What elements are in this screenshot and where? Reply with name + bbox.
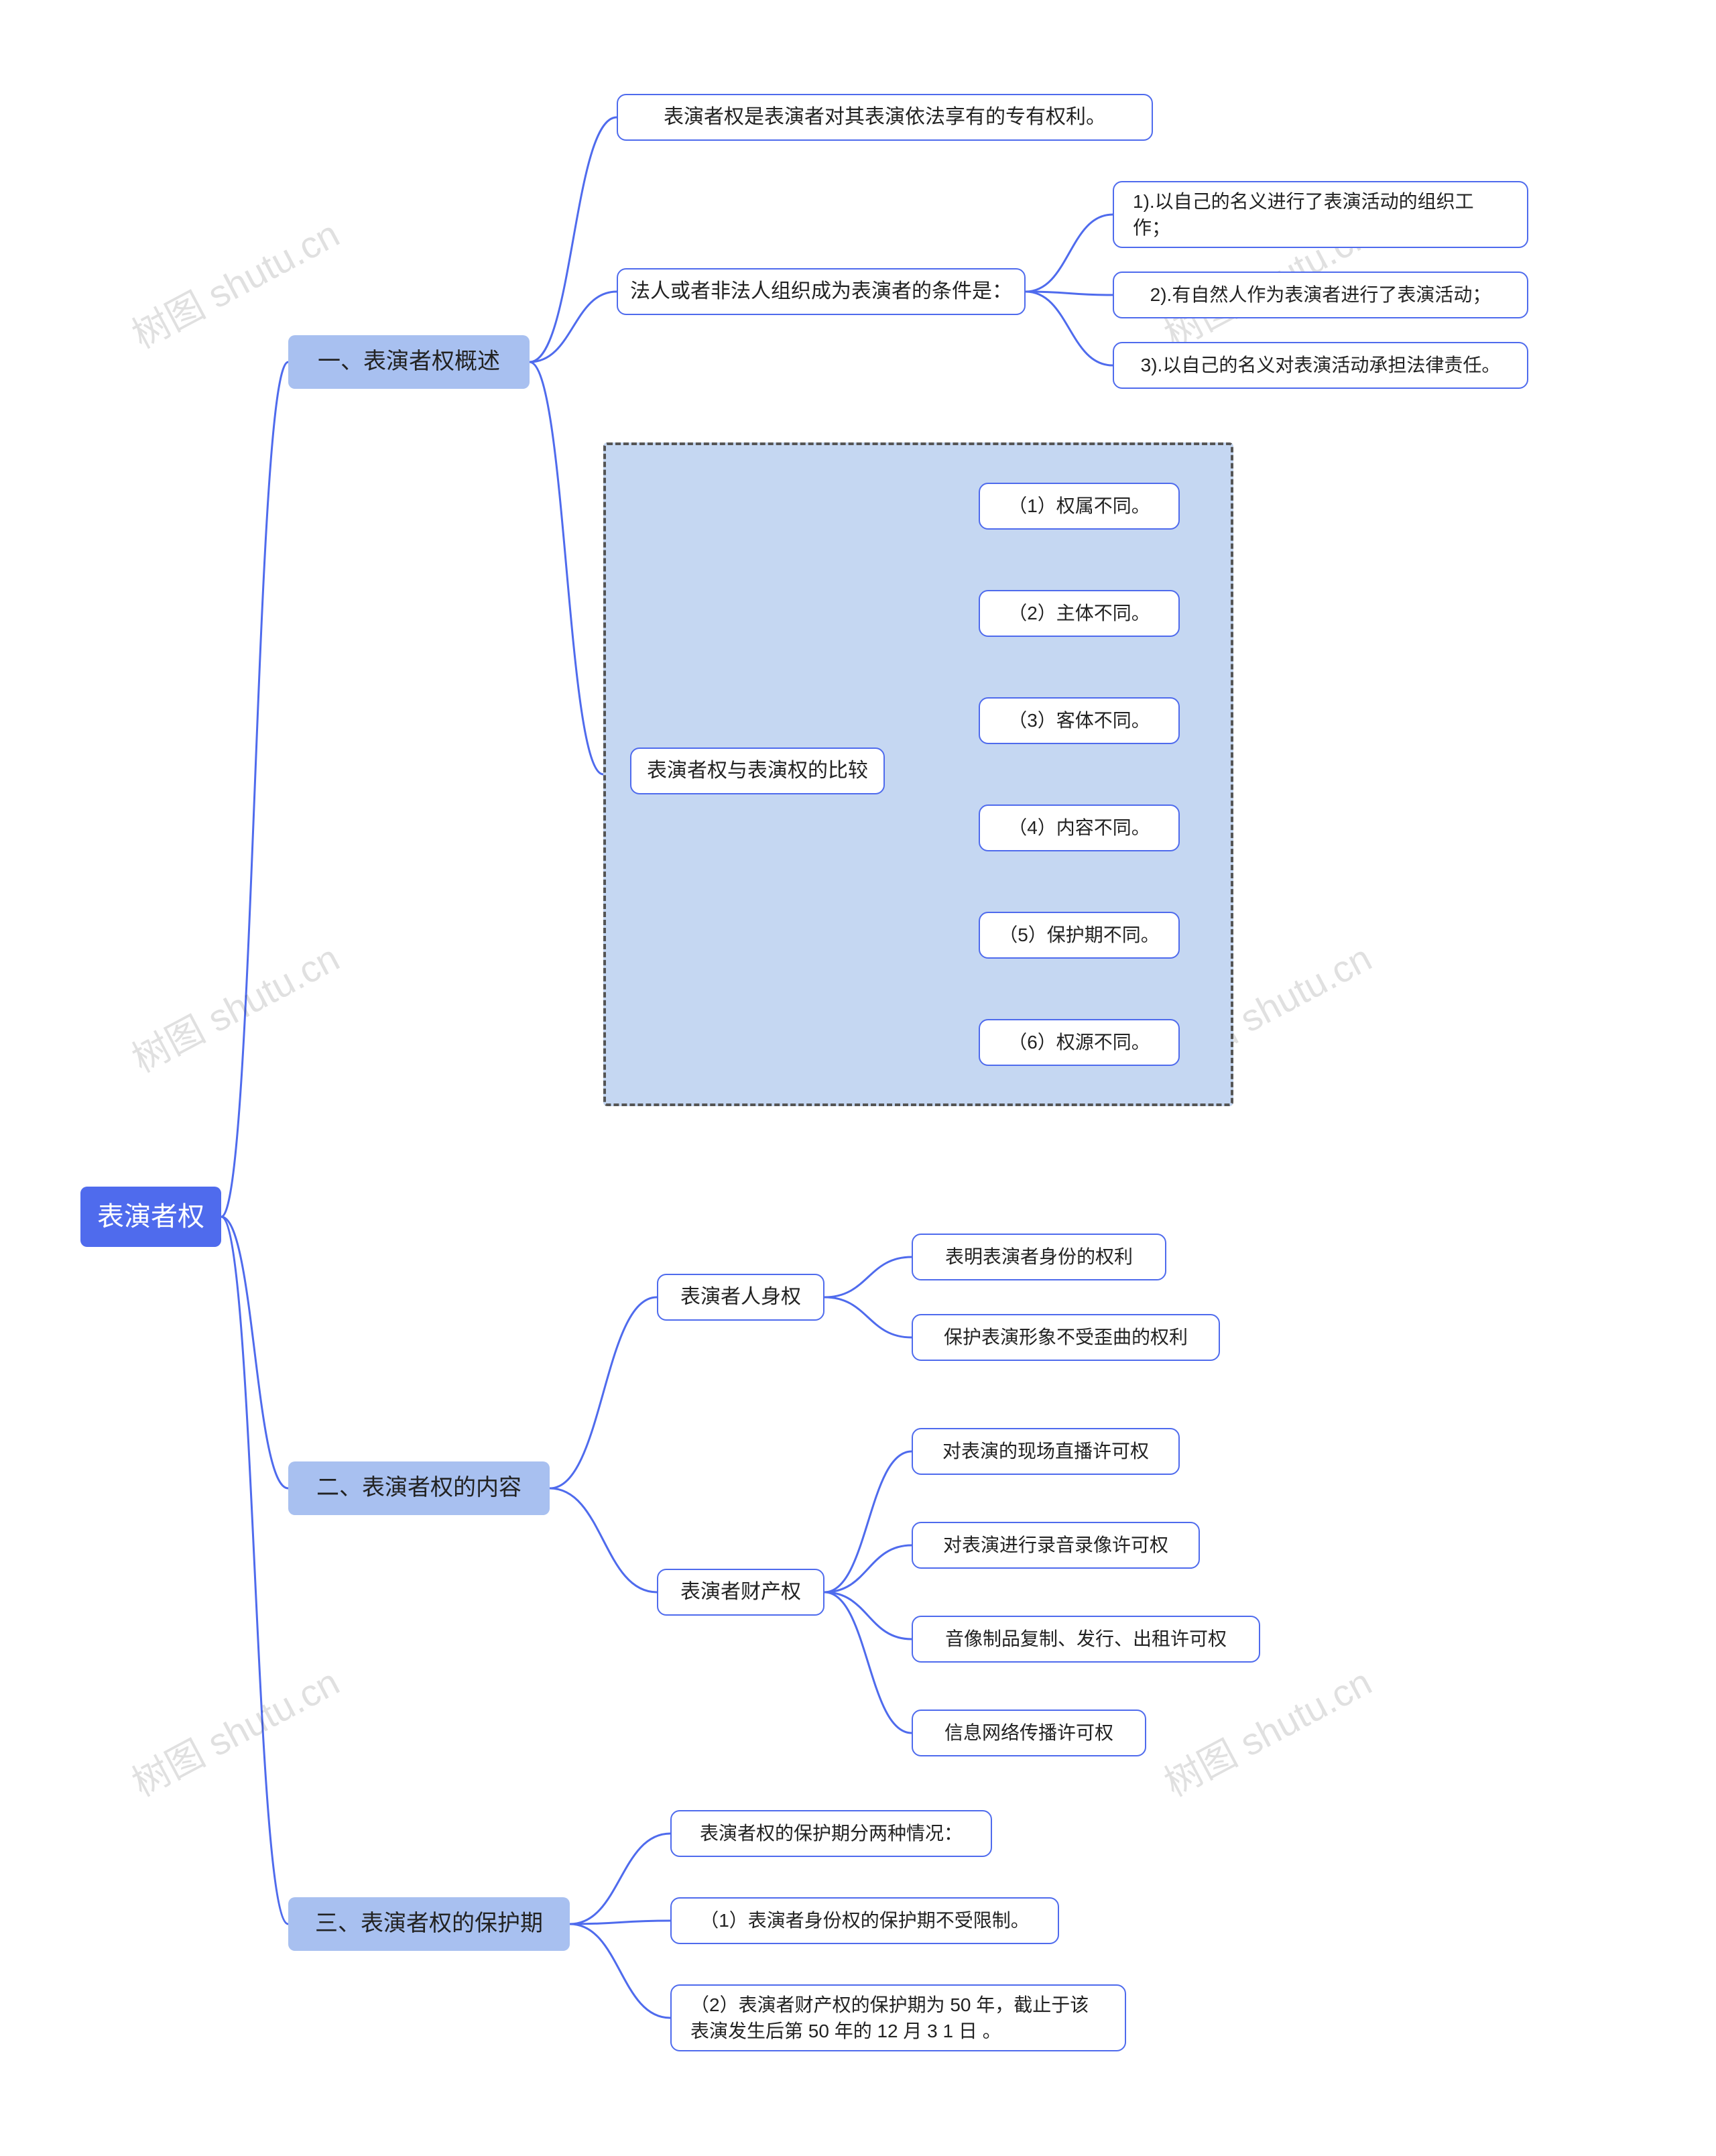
s1c-item-1[interactable]: （1）权属不同。: [979, 483, 1180, 530]
s1c-item-5[interactable]: （5）保护期不同。: [979, 912, 1180, 959]
root-node[interactable]: 表演者权: [80, 1187, 221, 1247]
section-2-node[interactable]: 二、表演者权的内容: [288, 1461, 550, 1515]
watermark: 树图 shutu.cn: [1154, 1653, 1380, 1807]
s2a-item-1[interactable]: 表明表演者身份的权利: [912, 1234, 1166, 1280]
s3-item-2[interactable]: （1）表演者身份权的保护期不受限制。: [670, 1897, 1059, 1944]
s2b-item-4[interactable]: 信息网络传播许可权: [912, 1710, 1146, 1756]
s1b-item-1[interactable]: 1).以自己的名义进行了表演活动的组织工作；: [1113, 181, 1528, 248]
s2a-node[interactable]: 表演者人身权: [657, 1274, 824, 1321]
watermark: 树图 shutu.cn: [121, 929, 348, 1083]
s3-item-1[interactable]: 表演者权的保护期分两种情况：: [670, 1810, 992, 1857]
s2b-item-2[interactable]: 对表演进行录音录像许可权: [912, 1522, 1200, 1569]
s2b-node[interactable]: 表演者财产权: [657, 1569, 824, 1616]
s1c-item-2[interactable]: （2）主体不同。: [979, 590, 1180, 637]
s1b-item-2[interactable]: 2).有自然人作为表演者进行了表演活动；: [1113, 272, 1528, 318]
s1c-item-3[interactable]: （3）客体不同。: [979, 697, 1180, 744]
s2a-item-2[interactable]: 保护表演形象不受歪曲的权利: [912, 1314, 1220, 1361]
s1c-node[interactable]: 表演者权与表演权的比较: [630, 747, 885, 794]
s2b-item-1[interactable]: 对表演的现场直播许可权: [912, 1428, 1180, 1475]
mindmap-canvas: 树图 shutu.cn 树图 shutu.cn 树图 shutu.cn 树图 s…: [0, 0, 1716, 2156]
s1c-item-6[interactable]: （6）权源不同。: [979, 1019, 1180, 1066]
s1b-item-3[interactable]: 3).以自己的名义对表演活动承担法律责任。: [1113, 342, 1528, 389]
s3-item-3[interactable]: （2）表演者财产权的保护期为 50 年，截止于该表演发生后第 50 年的 12 …: [670, 1984, 1126, 2051]
s2b-item-3[interactable]: 音像制品复制、发行、出租许可权: [912, 1616, 1260, 1663]
section-3-node[interactable]: 三、表演者权的保护期: [288, 1897, 570, 1951]
watermark: 树图 shutu.cn: [121, 1653, 348, 1807]
s1b-node[interactable]: 法人或者非法人组织成为表演者的条件是：: [617, 268, 1026, 315]
section-1-node[interactable]: 一、表演者权概述: [288, 335, 530, 389]
s1c-item-4[interactable]: （4）内容不同。: [979, 804, 1180, 851]
s1a-node[interactable]: 表演者权是表演者对其表演依法享有的专有权利。: [617, 94, 1153, 141]
